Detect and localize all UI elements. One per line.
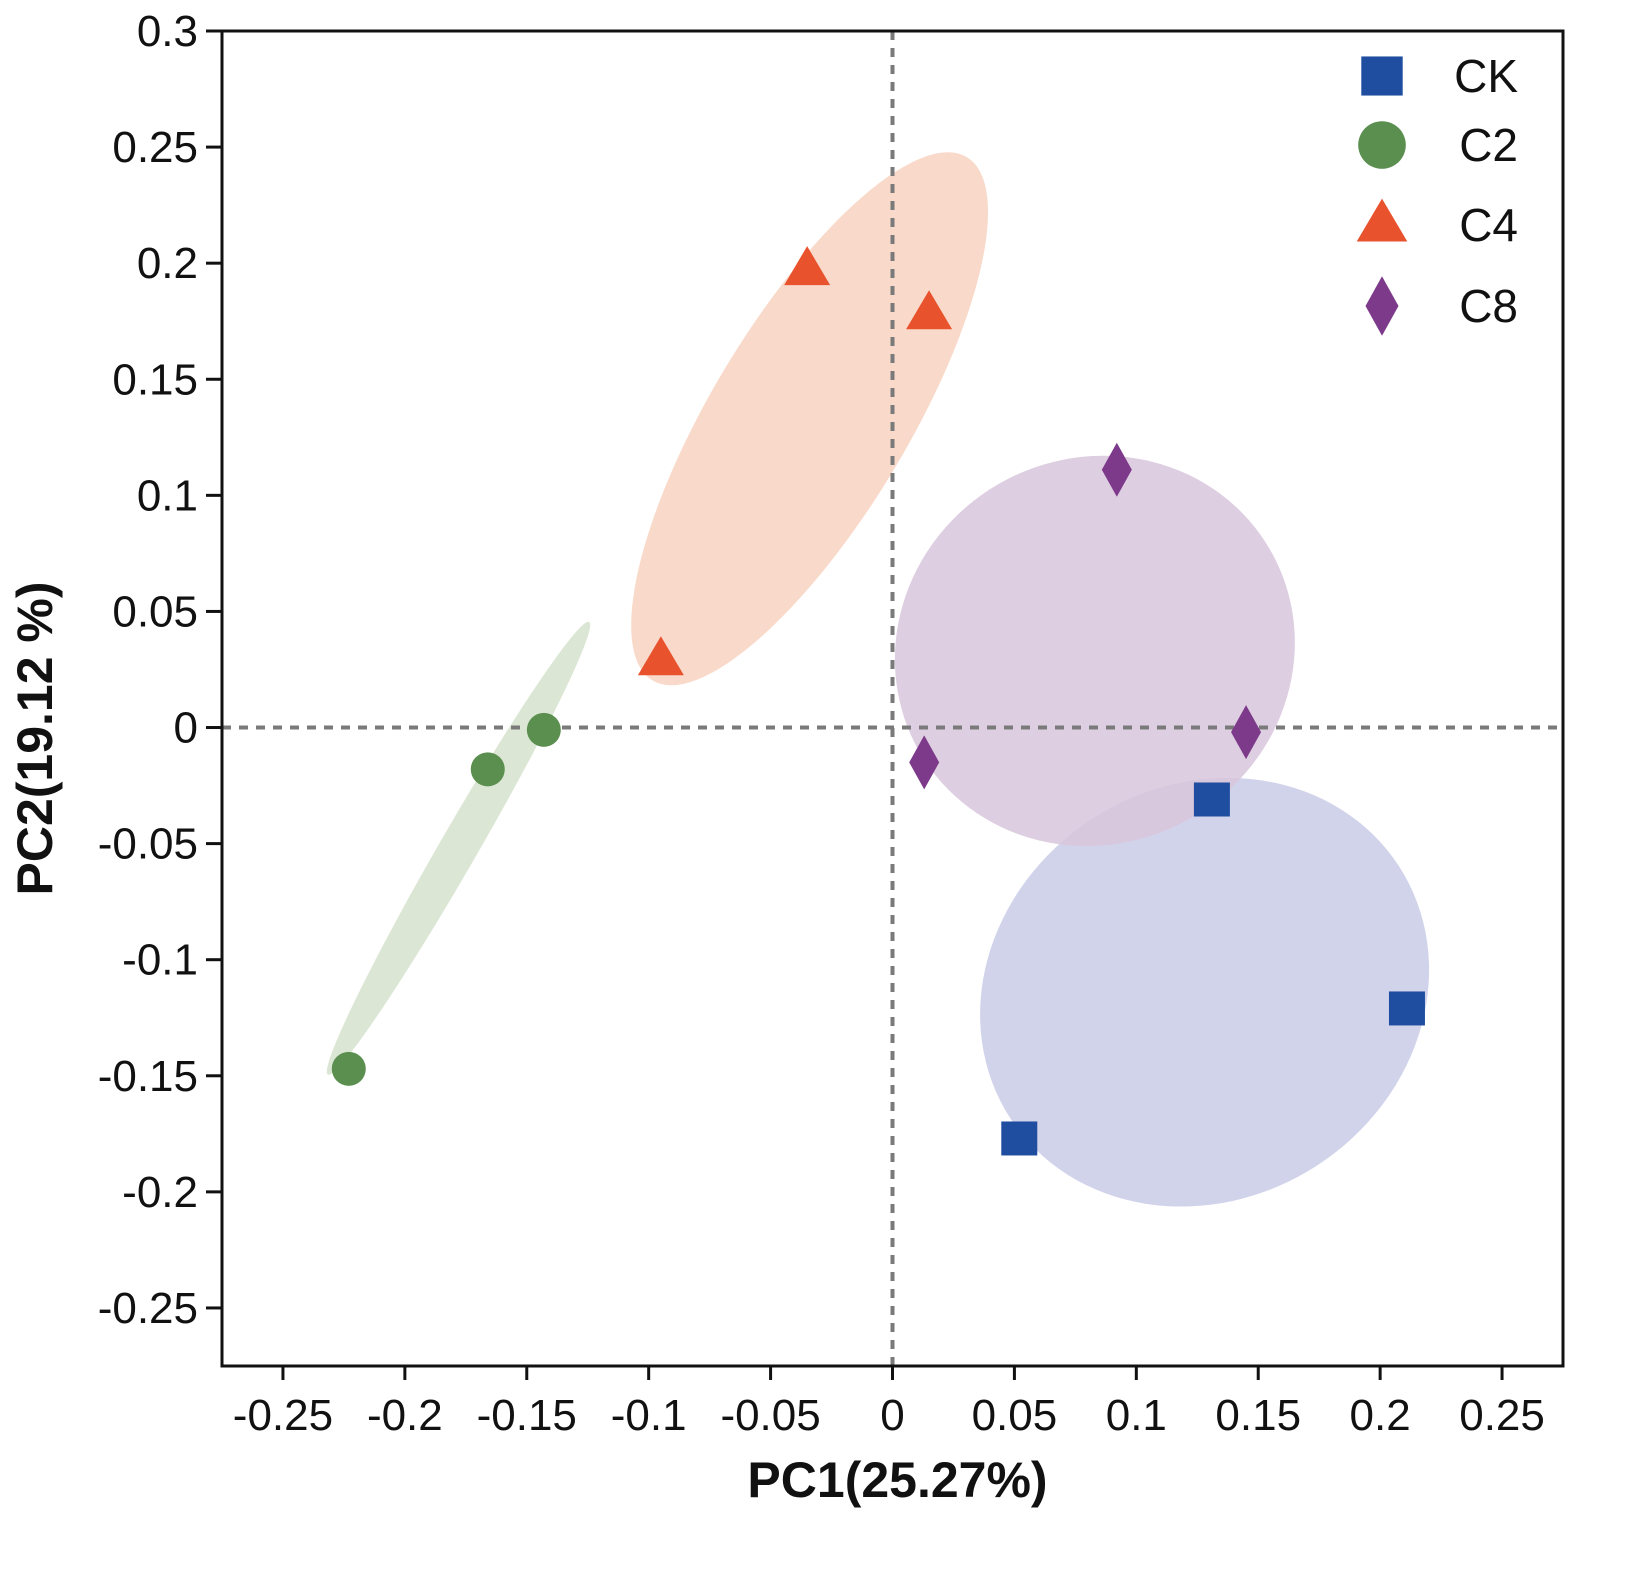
confidence-ellipses xyxy=(326,152,1430,1207)
reference-lines xyxy=(222,31,1563,1366)
legend-label-c8: C8 xyxy=(1459,280,1518,332)
point-c2 xyxy=(331,1051,366,1086)
x-tick-label: -0.2 xyxy=(367,1391,443,1440)
x-tick-label: -0.15 xyxy=(477,1391,577,1440)
point-c8 xyxy=(909,735,940,790)
point-c4 xyxy=(784,246,831,286)
point-ck xyxy=(1388,991,1425,1026)
point-ck xyxy=(1193,782,1230,817)
legend-marker-c2 xyxy=(1358,121,1406,169)
point-c4 xyxy=(906,290,953,330)
point-c4 xyxy=(637,636,684,676)
y-tick-label: 0 xyxy=(174,704,198,753)
y-axis-ticks: 0.3 0.25 0.2 0.15 0.1 0.05 0 -0.05 -0.1 -0.15 -0.2… xyxy=(98,7,222,1333)
point-c8 xyxy=(1231,705,1262,760)
y-tick-label: -0.2 xyxy=(122,1168,198,1217)
legend-marker-ck xyxy=(1361,56,1403,96)
x-tick-label: 0.25 xyxy=(1459,1391,1545,1440)
y-tick-label: 0.05 xyxy=(112,587,198,636)
x-axis-ticks: -0.25 -0.2 -0.15 -0.1 -0.05 0 0.05 0.1 0.15 0.2 0.… xyxy=(233,1366,1545,1440)
x-axis-title: PC1(25.27%) xyxy=(747,1452,1047,1508)
legend-label-c4: C4 xyxy=(1459,199,1518,251)
x-tick-label: -0.05 xyxy=(720,1391,820,1440)
point-c8 xyxy=(1101,442,1132,497)
y-tick-label: 0.2 xyxy=(137,239,198,288)
legend-label-ck: CK xyxy=(1454,50,1518,102)
x-tick-label: 0.2 xyxy=(1350,1391,1411,1440)
ellipse-c8 xyxy=(894,455,1295,847)
x-tick-label: 0.05 xyxy=(972,1391,1058,1440)
y-tick-label: -0.25 xyxy=(98,1284,198,1333)
legend-marker-c4 xyxy=(1356,198,1408,242)
x-tick-label: 0.1 xyxy=(1106,1391,1167,1440)
x-tick-label: 0.15 xyxy=(1215,1391,1301,1440)
x-tick-label: -0.1 xyxy=(611,1391,687,1440)
ellipse-c4 xyxy=(631,152,989,686)
data-points xyxy=(331,246,1425,1156)
y-tick-label: 0.3 xyxy=(137,7,198,56)
legend-marker-c8 xyxy=(1365,276,1399,336)
y-tick-label: 0.15 xyxy=(112,355,198,404)
point-ck xyxy=(1001,1121,1038,1156)
y-tick-label: 0.25 xyxy=(112,123,198,172)
x-tick-label: -0.25 xyxy=(233,1391,333,1440)
point-c2 xyxy=(526,712,561,747)
x-tick-label: 0 xyxy=(880,1391,904,1440)
y-tick-label: -0.1 xyxy=(122,936,198,985)
y-tick-label: -0.15 xyxy=(98,1052,198,1101)
point-c2 xyxy=(470,752,505,787)
y-axis-title: PC2(19.12 %) xyxy=(7,581,63,895)
y-tick-label: 0.1 xyxy=(137,471,198,520)
y-tick-label: -0.05 xyxy=(98,820,198,869)
ellipse-ck xyxy=(980,777,1430,1207)
ellipse-c2 xyxy=(326,621,591,1075)
legend: CK C2 C4 C8 xyxy=(1356,50,1518,336)
legend-label-c2: C2 xyxy=(1459,119,1518,171)
